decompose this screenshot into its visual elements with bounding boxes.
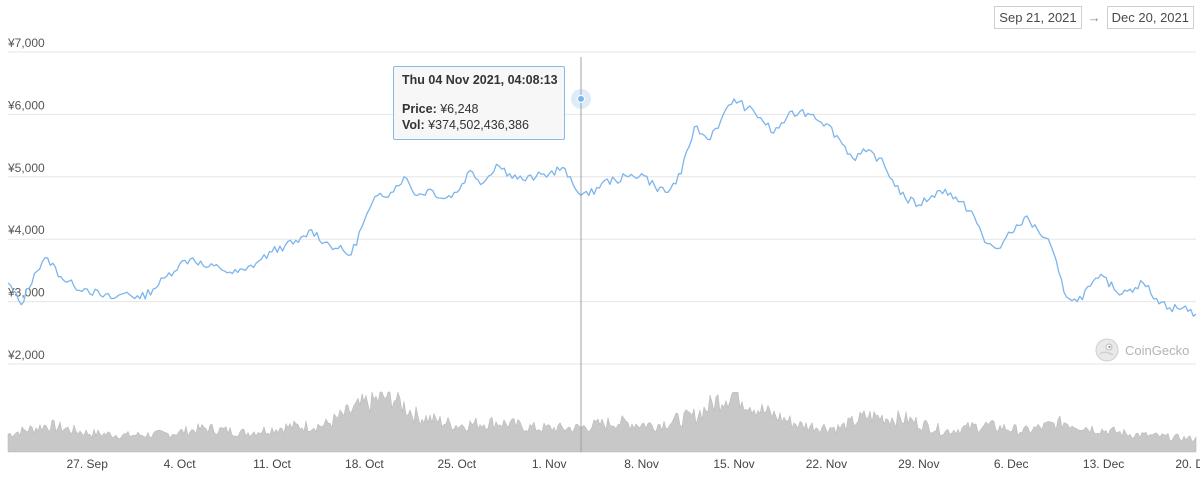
x-axis-labels: 27. Sep 4. Oct 11. Oct 18. Oct 25. Oct 1. Nov… xyxy=(67,457,1200,471)
chart-tooltip: Thu 04 Nov 2021, 04:08:13 Price: ¥6,248 … xyxy=(393,66,565,140)
y-tick-label: ¥5,000 xyxy=(7,161,45,175)
watermark-text: CoinGecko xyxy=(1125,342,1190,358)
tooltip-price-value: ¥6,248 xyxy=(440,102,479,116)
tooltip-volume-value: ¥374,502,436,386 xyxy=(428,118,529,132)
x-tick-label: 6. Dec xyxy=(994,457,1029,471)
x-tick-label: 8. Nov xyxy=(624,457,659,471)
x-tick-label: 29. Nov xyxy=(898,457,939,471)
gecko-logo-icon xyxy=(1095,338,1119,362)
tooltip-price-label: Price: xyxy=(402,102,437,116)
x-tick-label: 1. Nov xyxy=(532,457,567,471)
tooltip-date: Thu 04 Nov 2021, 04:08:13 xyxy=(402,73,558,87)
price-line xyxy=(7,98,1197,317)
y-tick-label: ¥2,000 xyxy=(7,348,45,362)
grid-lines xyxy=(8,51,1196,365)
price-series xyxy=(7,98,1197,317)
x-tick-label: 20. Dec xyxy=(1175,457,1200,471)
x-tick-label: 18. Oct xyxy=(345,457,384,471)
volume-series xyxy=(7,391,1197,453)
arrow-right-icon: → xyxy=(1087,10,1101,25)
y-tick-label: ¥7,000 xyxy=(7,36,45,50)
x-tick-label: 25. Oct xyxy=(437,457,476,471)
x-tick-label: 22. Nov xyxy=(806,457,847,471)
volume-area xyxy=(7,391,1197,453)
x-tick-label: 4. Oct xyxy=(164,457,197,471)
coingecko-watermark: CoinGecko xyxy=(1095,338,1189,362)
x-tick-label: 15. Nov xyxy=(713,457,754,471)
x-tick-label: 13. Dec xyxy=(1083,457,1124,471)
date-range-picker: Sep 21, 2021 → Dec 20, 2021 xyxy=(994,6,1194,29)
y-tick-label: ¥4,000 xyxy=(7,223,45,237)
y-tick-label: ¥6,000 xyxy=(7,98,45,112)
tooltip-volume-label: Vol: xyxy=(402,118,425,132)
date-range-end-input[interactable]: Dec 20, 2021 xyxy=(1106,6,1194,29)
date-range-start-input[interactable]: Sep 21, 2021 xyxy=(994,6,1082,29)
crosshair xyxy=(571,57,591,452)
y-axis-labels: ¥2,000¥3,000¥4,000¥5,000¥6,000¥7,000 xyxy=(7,36,45,362)
highlight-point xyxy=(577,94,585,103)
x-tick-label: 27. Sep xyxy=(67,457,109,471)
tooltip-price-row: Price: ¥6,248 xyxy=(402,101,556,117)
tooltip-volume-row: Vol: ¥374,502,436,386 xyxy=(402,117,556,133)
x-tick-label: 11. Oct xyxy=(253,457,291,471)
